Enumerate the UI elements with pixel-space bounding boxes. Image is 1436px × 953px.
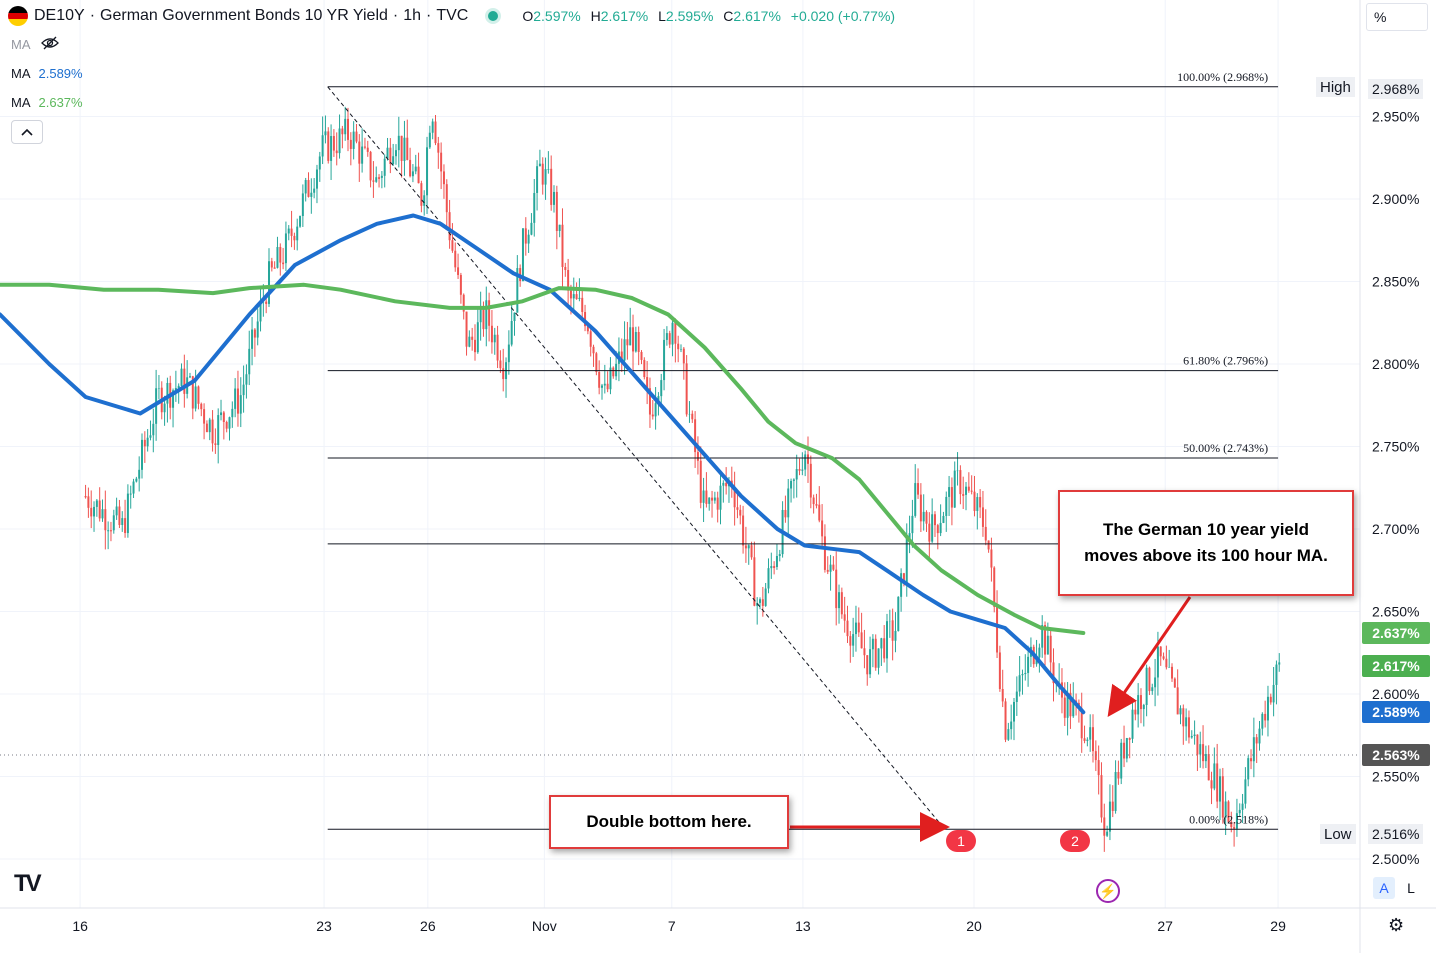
lightning-icon[interactable]: ⚡ [1096, 879, 1120, 903]
fib-level-label: 61.80% (2.796%) [1183, 354, 1268, 368]
scale-mode-selector[interactable]: % [1366, 3, 1428, 31]
bottom-marker-1[interactable]: 1 [946, 830, 976, 852]
x-tick-label: Nov [532, 918, 557, 934]
y-tick-label: 2.950% [1372, 109, 1419, 125]
ma-break-annotation[interactable]: The German 10 year yield moves above its… [1058, 490, 1354, 596]
ma-break-arrow [1107, 596, 1192, 717]
price-tag: 2.589% [1362, 701, 1430, 724]
y-tick-label: 2.700% [1372, 521, 1419, 537]
x-tick-label: 27 [1157, 918, 1173, 934]
fib-level-label: 50.00% (2.743%) [1183, 441, 1268, 455]
germany-flag-icon [8, 6, 28, 26]
x-tick-label: 26 [420, 918, 436, 934]
open-value: 2.597% [533, 8, 581, 24]
close-value: 2.617% [733, 8, 781, 24]
y-tick-label: 2.550% [1372, 769, 1419, 785]
indicator-ma-hidden[interactable]: MA [11, 36, 59, 53]
ma-100-line [0, 213, 1086, 715]
low-value: 2.595% [665, 8, 714, 24]
x-tick-label: 7 [668, 918, 676, 934]
collapse-indicators-button[interactable] [11, 120, 43, 144]
indicator-label: MA [11, 37, 31, 52]
x-tick-label: 13 [795, 918, 811, 934]
indicator-label: MA [11, 95, 31, 110]
high-label-tag: High [1316, 77, 1355, 97]
separator: · [392, 7, 399, 24]
indicator-value: 2.589% [38, 66, 83, 81]
price-tag: 2.637% [1362, 621, 1430, 644]
bottom-marker-2[interactable]: 2 [1060, 830, 1090, 852]
low-value-tag: 2.516% [1368, 824, 1424, 844]
high-value-tag: 2.968% [1368, 79, 1424, 99]
ma-200-line [0, 282, 1086, 635]
x-tick-label: 29 [1270, 918, 1286, 934]
price-tag: 2.563% [1362, 744, 1430, 767]
indicator-label: MA [11, 66, 31, 81]
eye-off-icon[interactable] [40, 36, 59, 53]
symbol-title: German Government Bonds 10 YR Yield [100, 7, 388, 24]
y-tick-label: 2.500% [1372, 851, 1419, 867]
indicator-value: 2.637% [38, 95, 83, 110]
change-value: +0.020 (+0.77%) [790, 8, 896, 24]
market-status-icon [488, 11, 499, 21]
x-tick-label: 16 [72, 918, 88, 934]
high-value: 2.617% [600, 8, 649, 24]
auto-scale-button[interactable]: A [1373, 877, 1395, 899]
low-label: L [658, 8, 666, 24]
log-scale-button[interactable]: L [1407, 880, 1415, 896]
separator: · [426, 7, 432, 24]
indicator-ma-200[interactable]: MA 2.637% [11, 95, 83, 110]
high-label: H [590, 8, 601, 24]
close-label: C [723, 8, 734, 24]
tradingview-logo[interactable]: TV [14, 870, 42, 897]
x-tick-label: 20 [966, 918, 982, 934]
indicator-ma-100[interactable]: MA 2.589% [11, 66, 83, 81]
low-label-tag: Low [1320, 824, 1356, 844]
ohlc-values: O2.597% H2.617% L2.595% C2.617% +0.020 (… [522, 8, 901, 24]
double-bottom-annotation[interactable]: Double bottom here. [549, 795, 789, 849]
fib-level-label: 100.00% (2.968%) [1177, 70, 1268, 84]
data-source: TVC [436, 7, 469, 24]
fib-level-label: 0.00% (2.518%) [1189, 812, 1268, 826]
price-tag: 2.617% [1362, 654, 1430, 677]
gear-icon[interactable]: ⚙ [1388, 915, 1405, 935]
y-tick-label: 2.750% [1372, 439, 1419, 455]
separator: · [89, 7, 96, 24]
y-tick-label: 2.800% [1372, 356, 1419, 372]
chart-header: DE10Y · German Government Bonds 10 YR Yi… [8, 4, 901, 28]
symbol-name[interactable]: DE10Y [34, 7, 85, 24]
y-tick-label: 2.650% [1372, 604, 1419, 620]
y-tick-label: 2.600% [1372, 686, 1419, 702]
chevron-up-icon [21, 128, 33, 136]
y-tick-label: 2.850% [1372, 274, 1419, 290]
y-tick-label: 2.900% [1372, 191, 1419, 207]
interval[interactable]: 1h [403, 7, 422, 24]
x-tick-label: 23 [316, 918, 332, 934]
open-label: O [522, 8, 534, 24]
candles-group [84, 106, 1281, 852]
